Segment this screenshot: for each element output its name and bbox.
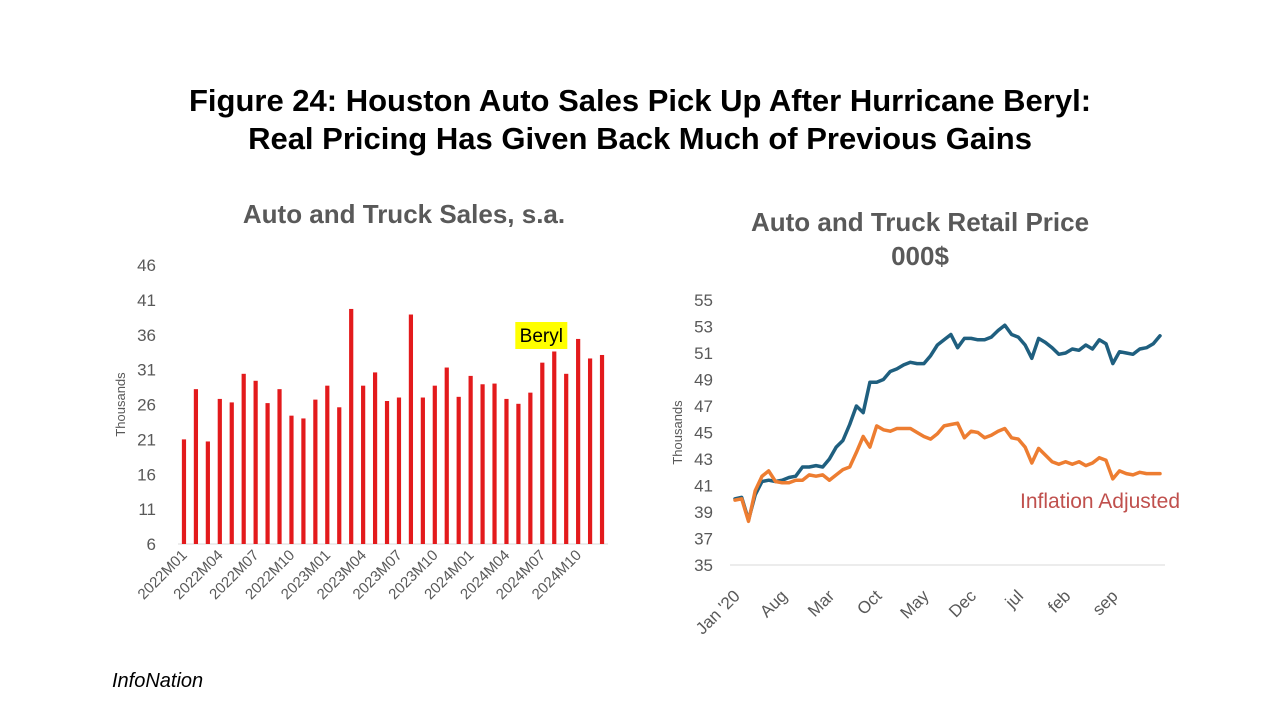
sales-bar — [289, 415, 294, 544]
sales-bar — [456, 396, 461, 544]
price-x-tick-label: Jan '20 — [692, 586, 744, 638]
sales-bar — [540, 362, 545, 544]
sales-y-tick-label: 16 — [137, 465, 156, 484]
price-y-tick-label: 47 — [694, 397, 713, 416]
sales-bar — [229, 402, 234, 544]
sales-y-tick-label: 21 — [137, 430, 156, 449]
sales-bar — [516, 403, 521, 544]
inflation-adjusted-series-label: Inflation Adjusted — [1020, 490, 1180, 513]
price-y-tick-label: 35 — [694, 556, 713, 575]
sales-bar — [528, 392, 533, 544]
price-y-tick-label: 51 — [694, 344, 713, 363]
price-x-tick-label: Aug — [756, 586, 791, 621]
sales-bar — [277, 389, 282, 544]
sales-bar — [205, 441, 210, 544]
sales-bar — [313, 399, 318, 544]
price-x-tick-label: jul — [1001, 586, 1027, 612]
sales-bar — [420, 397, 425, 544]
sales-bar — [599, 354, 605, 544]
price-series-inflation-adjusted-line — [733, 421, 1162, 524]
price-series-nominal-line — [733, 323, 1162, 522]
sales-bar — [552, 351, 557, 544]
sales-bar — [587, 358, 593, 544]
price-y-tick-label: 39 — [694, 503, 713, 522]
price-chart-title: Auto and Truck Retail Price 000$ — [700, 205, 1140, 273]
beryl-annotation-label: Beryl — [520, 326, 563, 347]
sales-bar — [492, 383, 497, 544]
beryl-annotation-box — [515, 322, 568, 349]
sales-bar — [408, 314, 414, 544]
price-y-tick-label: 49 — [694, 371, 713, 390]
sales-bar — [564, 373, 569, 544]
sales-bar — [432, 385, 437, 544]
sales-bar — [396, 397, 402, 544]
sales-bar — [217, 398, 222, 544]
price-y-tick-label: 41 — [694, 477, 713, 496]
price-chart-title-line-2: 000$ — [891, 241, 949, 271]
sales-bar — [384, 401, 390, 544]
sales-bar — [372, 372, 378, 544]
sales-bar — [181, 439, 187, 544]
sales-bar — [349, 308, 354, 544]
sales-bar — [444, 367, 449, 544]
figure-title-line-2: Real Pricing Has Given Back Much of Prev… — [248, 121, 1032, 156]
sales-y-tick-label: 26 — [137, 396, 156, 415]
price-x-tick-label: Dec — [945, 586, 980, 621]
price-y-tick-label: 37 — [694, 530, 713, 549]
sales-bar — [337, 407, 342, 544]
sales-bar — [253, 380, 258, 544]
price-y-tick-label: 55 — [694, 291, 713, 310]
price-y-tick-label: 53 — [694, 318, 713, 337]
sales-chart-title: Auto and Truck Sales, s.a. — [242, 199, 566, 229]
sales-y-axis-label: Thousands — [113, 372, 128, 437]
sales-bar — [325, 385, 330, 544]
figure-title: Figure 24: Houston Auto Sales Pick Up Af… — [0, 82, 1280, 158]
price-y-tick-label: 43 — [694, 450, 713, 469]
figure-title-line-1: Figure 24: Houston Auto Sales Pick Up Af… — [188, 83, 1092, 118]
sales-y-tick-label: 46 — [137, 256, 156, 275]
sales-y-tick-label: 36 — [137, 326, 156, 345]
sales-bar — [504, 398, 509, 544]
sales-bar — [301, 418, 306, 544]
price-y-axis-label: Thousands — [670, 400, 685, 465]
price-x-tick-label: feb — [1044, 586, 1074, 616]
sales-bar — [265, 403, 270, 544]
sales-bar — [480, 384, 485, 544]
sales-y-tick-label: 41 — [137, 291, 156, 310]
sales-y-tick-label: 11 — [138, 500, 156, 519]
price-x-tick-label: Oct — [853, 586, 885, 618]
sales-bar — [361, 385, 366, 544]
sales-bar — [241, 373, 246, 544]
price-x-tick-label: Mar — [804, 586, 838, 620]
sales-y-tick-label: 31 — [137, 361, 156, 380]
price-x-tick-label: May — [897, 586, 933, 622]
sales-y-tick-label: 6 — [147, 535, 156, 554]
price-chart-title-line-1: Auto and Truck Retail Price — [750, 207, 1090, 237]
sales-bar — [576, 338, 581, 544]
sales-bar — [193, 389, 199, 544]
price-x-tick-label: sep — [1089, 586, 1122, 619]
price-y-tick-label: 45 — [694, 424, 713, 443]
source-label: InfoNation — [112, 670, 204, 692]
sales-bar — [468, 375, 473, 544]
